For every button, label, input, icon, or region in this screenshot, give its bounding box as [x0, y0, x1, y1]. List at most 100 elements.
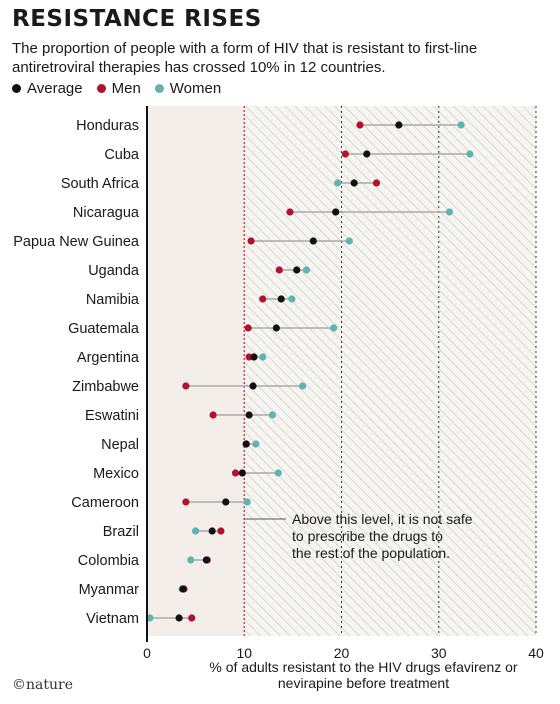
row-nepal: Nepal [101, 437, 260, 453]
row-papua-new-guinea: Papua New Guinea [13, 234, 353, 250]
country-label: Honduras [76, 118, 139, 134]
row-argentina: Argentina [77, 350, 267, 366]
legend-item-men: Men [96, 80, 141, 97]
men-point [286, 208, 294, 216]
men-point [244, 324, 252, 332]
average-point [242, 440, 250, 448]
x-axis-label: % of adults resistant to the HIV drugs e… [209, 659, 517, 675]
country-label: South Africa [61, 176, 140, 192]
men-point [182, 498, 190, 506]
average-point [249, 382, 257, 390]
country-label: Cameroon [71, 495, 139, 511]
men-point [356, 121, 364, 129]
row-namibia: Namibia [86, 292, 296, 308]
country-label: Myanmar [79, 582, 140, 598]
annotation-text: the rest of the population. [292, 545, 450, 561]
chart-subtitle: The proportion of people with a form of … [12, 40, 478, 76]
women-point [299, 382, 307, 390]
nature-credit: ©nature [12, 677, 73, 693]
row-cameroon: Cameroon [71, 495, 251, 511]
data-rows: Honduras Cuba South Africa Nicaragua Papua N… [13, 118, 474, 627]
legend-label-women: Women [169, 80, 222, 97]
legend-label-men: Men [111, 80, 141, 97]
tick-label-10: 10 [236, 645, 252, 661]
chart-title: RESISTANCE RISES [12, 6, 262, 32]
women-point [146, 614, 154, 622]
country-label: Nepal [101, 437, 139, 453]
men-point [275, 266, 283, 274]
legend-swatch-women [154, 84, 164, 93]
legend-swatch-men [96, 84, 106, 93]
country-label: Vietnam [86, 611, 139, 627]
average-point [202, 556, 210, 564]
average-point [179, 585, 187, 593]
women-point [252, 440, 260, 448]
legend-item-average: Average [12, 80, 83, 97]
average-point [277, 295, 285, 303]
men-point [209, 411, 217, 419]
legend-label-average: Average [27, 80, 83, 97]
country-label: Nicaragua [73, 205, 140, 221]
women-point [445, 208, 454, 216]
country-label: Argentina [77, 350, 140, 366]
tick-label-0: 0 [143, 645, 151, 661]
average-point [272, 324, 280, 332]
women-point [187, 556, 195, 564]
row-colombia: Colombia [78, 553, 211, 569]
row-mexico: Mexico [93, 466, 282, 482]
women-point [302, 266, 311, 274]
legend-swatch-average [12, 84, 21, 93]
women-point [259, 353, 267, 361]
average-point [350, 179, 358, 187]
average-point [175, 614, 183, 622]
average-point [238, 469, 246, 477]
row-honduras: Honduras [76, 118, 465, 134]
men-point [217, 527, 225, 535]
tick-label-30: 30 [431, 645, 447, 661]
legend-item-women: Women [154, 80, 222, 97]
country-label: Cuba [104, 147, 140, 163]
average-point [363, 150, 371, 158]
x-axis-label: nevirapine before treatment [278, 675, 449, 691]
country-label: Zimbabwe [72, 379, 139, 395]
women-point [243, 498, 251, 506]
gridlines [243, 106, 537, 636]
row-nicaragua: Nicaragua [73, 205, 454, 221]
women-point [457, 121, 465, 129]
women-point [192, 527, 200, 535]
women-point [274, 469, 282, 477]
men-point [247, 237, 255, 245]
row-guatemala: Guatemala [68, 321, 338, 337]
men-point [231, 469, 240, 477]
women-point [334, 179, 342, 187]
average-point [309, 237, 317, 245]
safe-zone-background [147, 106, 245, 636]
country-label: Colombia [78, 553, 140, 569]
legend: Average Men Women [12, 80, 221, 97]
average-point [293, 266, 301, 274]
resistant-zone-hatch [244, 106, 536, 636]
women-point [288, 295, 296, 303]
annotation-text: Above this level, it is not safe [292, 511, 473, 527]
women-point [345, 237, 353, 245]
tick-label-40: 40 [528, 645, 544, 661]
country-label: Mexico [93, 466, 139, 482]
country-label: Papua New Guinea [13, 234, 140, 250]
row-myanmar: Myanmar [79, 582, 188, 598]
country-label: Uganda [88, 263, 140, 279]
x-axis: 0 10 20 30 40 % of adults resistant to the HI… [143, 106, 544, 691]
average-point [208, 527, 216, 535]
row-uganda: Uganda [88, 263, 311, 279]
men-point [372, 179, 381, 187]
row-south-africa: South Africa [61, 176, 381, 192]
country-label: Brazil [103, 524, 139, 540]
row-brazil: Brazil [103, 524, 225, 540]
country-label: Namibia [86, 292, 140, 308]
row-cuba: Cuba [104, 147, 474, 163]
country-label: Eswatini [85, 408, 139, 424]
men-point [341, 150, 349, 158]
tick-label-20: 20 [334, 645, 350, 661]
average-point [250, 353, 258, 361]
